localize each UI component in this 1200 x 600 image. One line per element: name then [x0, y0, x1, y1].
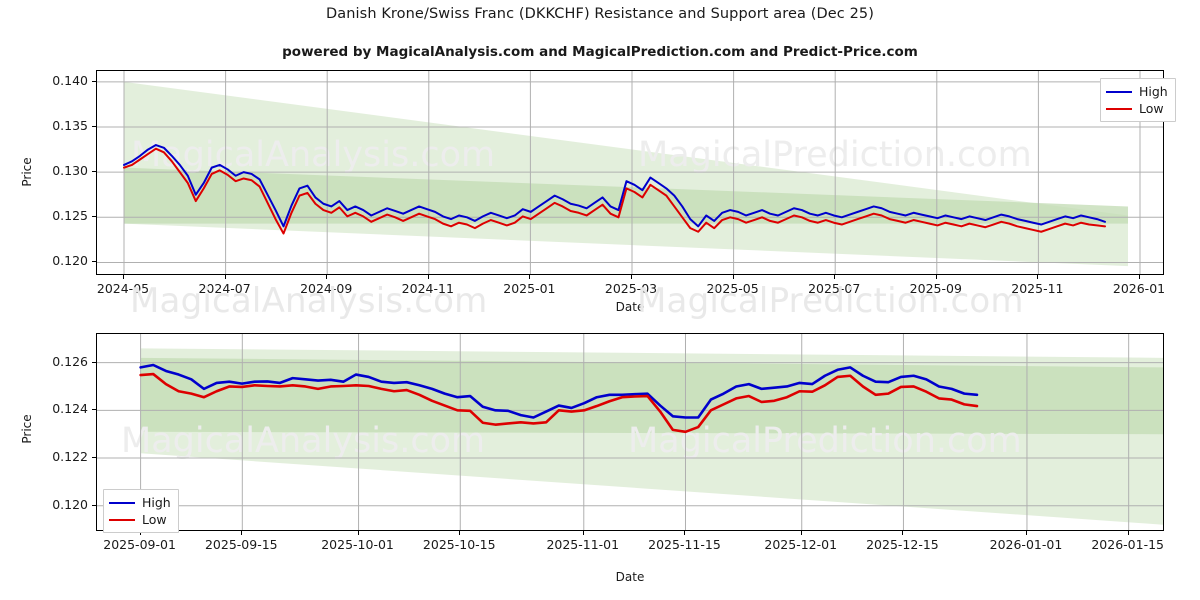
- legend-swatch-low: [1106, 107, 1132, 110]
- x-tick-mark: [139, 531, 141, 535]
- x-tick-label: 2024-09: [300, 281, 353, 296]
- y-tick-mark: [92, 80, 96, 82]
- x-tick-mark: [1025, 531, 1027, 535]
- y-tick-mark: [92, 361, 96, 363]
- bottom-chart-y-axis-label: Price: [20, 414, 34, 444]
- x-tick-label: 2025-11-01: [546, 537, 620, 552]
- series-line-high: [139, 363, 979, 419]
- legend-item-high[interactable]: High: [109, 494, 171, 511]
- x-tick-label: 2025-12-15: [866, 537, 939, 552]
- watermark-left: MagicalAnalysis.com: [131, 135, 495, 175]
- x-tick-mark: [123, 275, 124, 279]
- y-tick-mark: [92, 457, 96, 459]
- x-tick-label: 2025-09: [909, 281, 962, 296]
- y-tick-mark: [92, 409, 96, 411]
- series-line-low: [139, 372, 979, 434]
- x-tick-label: 2024-05: [96, 281, 150, 296]
- legend-swatch-high: [1106, 90, 1132, 93]
- y-tick-mark: [92, 261, 96, 263]
- y-tick-mark: [92, 216, 96, 218]
- page-subtitle: powered by MagicalAnalysis.com and Magic…: [282, 44, 918, 60]
- x-tick-mark: [357, 531, 359, 535]
- legend-item-high[interactable]: High: [1106, 83, 1168, 100]
- top-chart-x-axis-label: Date: [615, 300, 645, 314]
- y-tick-label: 0.135: [52, 117, 88, 133]
- x-tick-label: 2025-09-15: [204, 537, 278, 552]
- x-tick-label: 2025-10-15: [422, 537, 496, 552]
- x-tick-label: 2026-01: [1112, 281, 1166, 296]
- x-tick-label: 2024-11: [401, 281, 454, 296]
- legend-label-low: Low: [1139, 101, 1164, 116]
- y-tick-label: 0.120: [52, 496, 88, 512]
- legend-swatch-high: [109, 501, 135, 504]
- y-tick-label: 0.125: [52, 208, 88, 224]
- band-inner-resistance-support: [124, 167, 1128, 224]
- x-tick-label: 2026-01-15: [1091, 537, 1164, 552]
- series-line-low: [123, 147, 1106, 235]
- x-tick-mark: [582, 531, 584, 535]
- top-chart-plot-area: MagicalAnalysis.com MagicalPrediction.com: [96, 70, 1164, 275]
- bottom-chart-plot-area: MagicalAnalysis.com MagicalPrediction.com: [96, 333, 1164, 531]
- page-title: Danish Krone/Swiss Franc (DKKCHF) Resist…: [326, 6, 874, 22]
- y-tick-label: 0.120: [52, 253, 88, 269]
- top-chart-y-axis-label: Price: [20, 157, 34, 187]
- legend-item-low[interactable]: Low: [1106, 100, 1168, 117]
- x-tick-label: 2024-07: [198, 281, 251, 296]
- y-tick-label: 0.124: [52, 401, 88, 417]
- x-tick-mark: [800, 531, 802, 535]
- watermark-left: MagicalAnalysis.com: [121, 421, 485, 461]
- x-tick-mark: [1127, 531, 1129, 535]
- x-tick-mark: [834, 275, 836, 279]
- bottom-chart-panel: MagicalAnalysis.com MagicalPrediction.com: [96, 333, 1164, 531]
- x-tick-label: 2025-05: [706, 281, 759, 296]
- y-tick-label: 0.140: [52, 72, 88, 88]
- x-tick-label: 2025-01: [503, 281, 556, 296]
- bottom-chart-svg: MagicalAnalysis.com MagicalPrediction.com: [97, 334, 1163, 530]
- top-chart-legend[interactable]: High Low: [1100, 78, 1176, 122]
- x-tick-mark: [902, 531, 904, 535]
- x-tick-mark: [224, 275, 226, 279]
- legend-swatch-low: [109, 518, 135, 521]
- watermark-right: MagicalPrediction.com: [628, 421, 1022, 461]
- x-tick-mark: [1037, 275, 1039, 279]
- x-tick-label: 2026-01-01: [989, 537, 1063, 552]
- legend-label-high: High: [142, 495, 171, 510]
- legend-label-high: High: [1139, 84, 1168, 99]
- x-tick-mark: [684, 531, 686, 535]
- x-tick-mark: [732, 275, 734, 279]
- legend-item-low[interactable]: Low: [109, 511, 171, 528]
- x-tick-mark: [427, 275, 429, 279]
- x-tick-mark: [326, 275, 328, 279]
- x-tick-mark: [935, 275, 937, 279]
- x-tick-label: 2025-10-01: [321, 537, 394, 552]
- x-tick-label: 2025-07: [808, 281, 861, 296]
- x-tick-mark: [529, 275, 531, 279]
- x-tick-label: 2025-09-01: [103, 537, 176, 552]
- bottom-chart-legend[interactable]: High Low: [103, 489, 179, 533]
- x-tick-label: 2025-03: [604, 281, 658, 296]
- x-tick-label: 2025-11-15: [648, 537, 721, 552]
- top-chart-svg: MagicalAnalysis.com MagicalPrediction.com: [97, 71, 1163, 274]
- x-tick-label: 2025-12-01: [764, 537, 838, 552]
- y-tick-label: 0.130: [52, 163, 88, 179]
- y-tick-mark: [92, 504, 96, 506]
- x-tick-mark: [631, 275, 632, 279]
- x-tick-mark: [241, 531, 243, 535]
- top-chart-panel: MagicalAnalysis.com MagicalPrediction.com: [96, 70, 1164, 275]
- x-tick-mark: [1139, 275, 1140, 279]
- bottom-chart-x-axis-label: Date: [615, 570, 645, 584]
- y-tick-mark: [92, 125, 96, 127]
- y-tick-label: 0.122: [52, 449, 88, 465]
- legend-label-low: Low: [142, 512, 167, 527]
- x-tick-mark: [459, 531, 461, 535]
- x-tick-label: 2025-11: [1011, 281, 1064, 296]
- series-line-high: [123, 144, 1106, 228]
- y-tick-label: 0.126: [52, 353, 88, 369]
- y-tick-mark: [92, 171, 96, 173]
